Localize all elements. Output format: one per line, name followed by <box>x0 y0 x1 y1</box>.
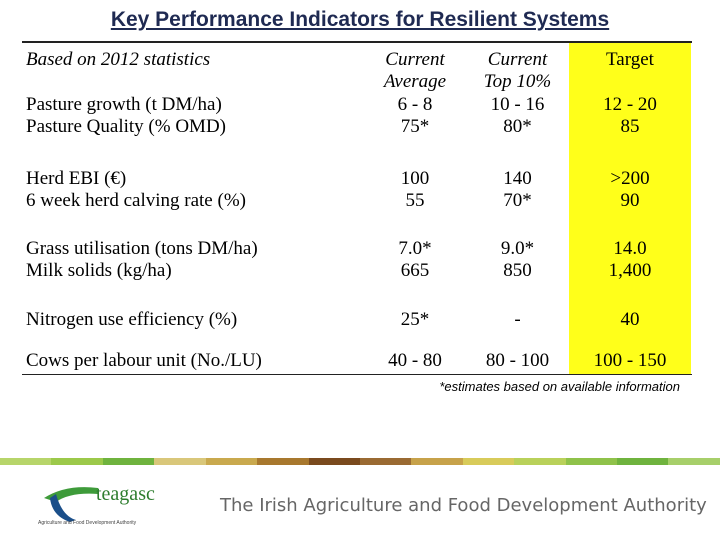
row-target: 14.0 1,400 <box>608 238 652 281</box>
row-target: 12 - 20 85 <box>603 94 657 137</box>
target-column-highlight <box>569 43 691 374</box>
header-target: Target <box>606 49 654 70</box>
row-current-average: 40 - 80 <box>388 350 442 371</box>
header-current-average: Current Average <box>383 49 447 92</box>
table-row-label: Nitrogen use efficiency (%) <box>26 309 238 330</box>
row-current-top: 140 70* <box>503 168 532 211</box>
table-top-rule <box>22 41 692 43</box>
row-current-top: 10 - 16 80* <box>490 94 545 137</box>
row-current-top: - <box>514 309 521 330</box>
footnote: *estimates based on available informatio… <box>439 379 680 394</box>
row-current-average: 6 - 8 75* <box>397 94 433 137</box>
row-current-top: 9.0* 850 <box>500 238 535 281</box>
row-target: 40 <box>620 309 640 330</box>
table-row-label: Pasture growth (t DM/ha) Pasture Quality … <box>26 94 226 137</box>
row-current-average: 7.0* 665 <box>398 238 432 281</box>
page-title: Key Performance Indicators for Resilient… <box>110 8 610 31</box>
header-basis-label: Based on 2012 statistics <box>26 49 211 70</box>
header-current-top: Current Top 10% <box>483 49 552 92</box>
row-target: >200 90 <box>610 168 650 211</box>
teagasc-logo: teagasc Agriculture and Food Development… <box>36 476 176 526</box>
row-target: 100 - 150 <box>593 350 667 371</box>
table-row-label: Cows per labour unit (No./LU) <box>26 350 262 371</box>
svg-text:teagasc: teagasc <box>96 483 155 505</box>
table-row-label: Grass utilisation (tons DM/ha) Milk solid… <box>26 238 258 281</box>
row-current-average: 25* <box>400 309 430 330</box>
row-current-average: 100 55 <box>400 168 430 211</box>
row-current-top: 80 - 100 <box>485 350 550 371</box>
table-row-label: Herd EBI (€) 6 week herd calving rate (%) <box>26 168 246 211</box>
color-stripe <box>0 458 720 465</box>
svg-text:Agriculture and Food Developme: Agriculture and Food Development Authori… <box>38 520 137 526</box>
table-bottom-rule <box>22 374 692 375</box>
agency-name: The Irish Agriculture and Food Developme… <box>220 495 707 516</box>
